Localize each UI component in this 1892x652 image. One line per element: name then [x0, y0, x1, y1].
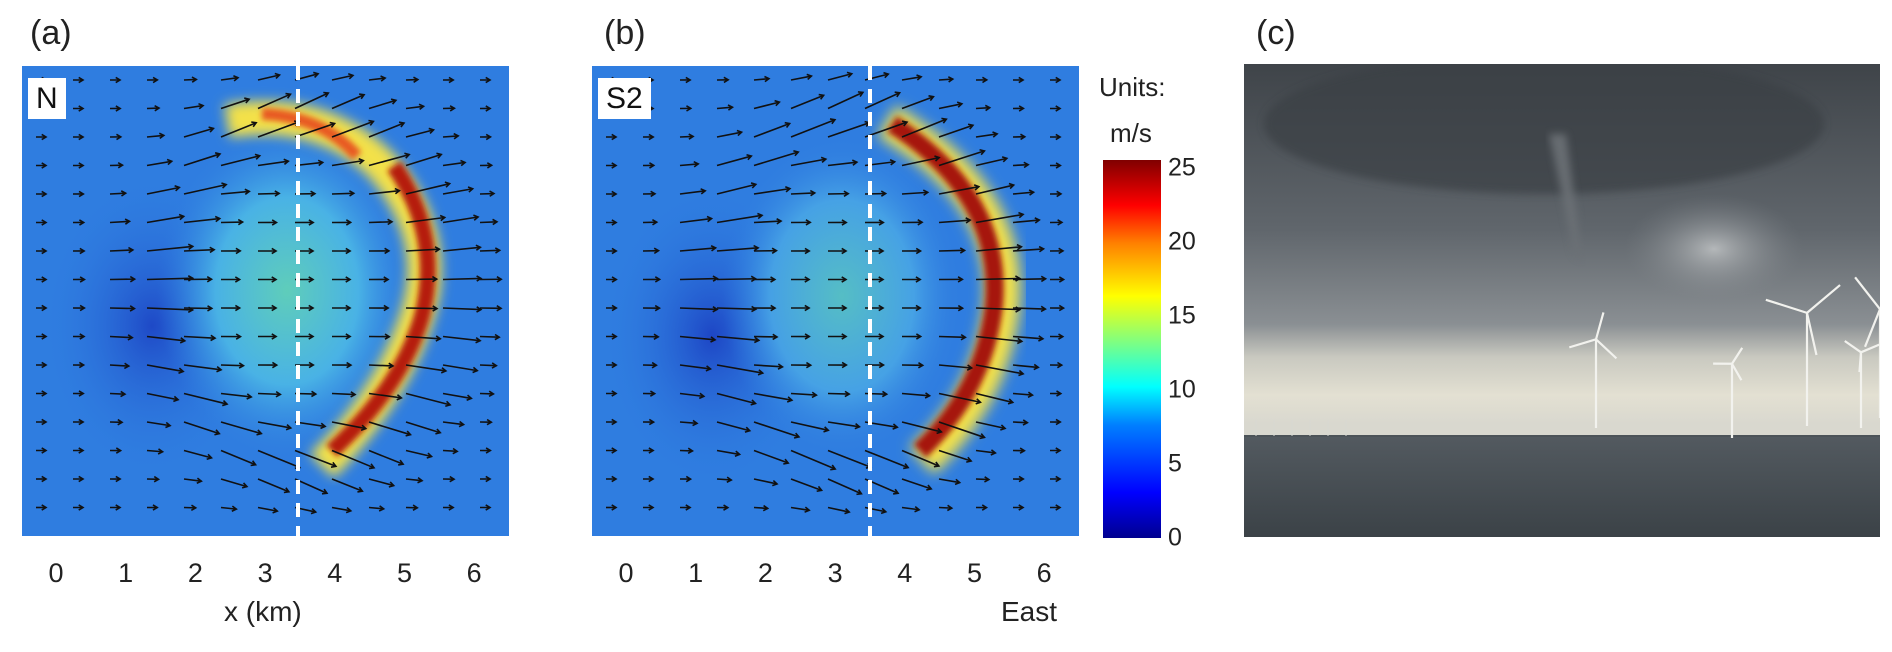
cloud-highlight — [1624, 194, 1804, 304]
colorbar-gradient — [1103, 160, 1161, 538]
panel-b-wake-region — [722, 136, 962, 456]
colorbar-tick-15: 15 — [1168, 301, 1196, 330]
panel-a-wake-region — [157, 121, 417, 461]
storm-cloud — [1264, 64, 1824, 194]
panel-b-wind-vectors — [605, 71, 1066, 515]
panel-b-x-tick-6: 6 — [1036, 558, 1052, 588]
panel-letter-c: (c) — [1256, 14, 1296, 52]
distant-wind-turbines — [1255, 420, 1347, 436]
panel-a-x-axis-label: x (km) — [224, 596, 302, 627]
colorbar-tick-5: 5 — [1168, 449, 1182, 478]
panel-a-inset-label: N — [28, 78, 66, 119]
panel-b-inset-label: S2 — [598, 78, 651, 119]
waterspout-funnel — [1549, 134, 1582, 260]
colorbar-title-line2: m/s — [1110, 118, 1152, 148]
panel-a-x-tick-2: 2 — [187, 558, 203, 588]
panel-b-x-axis-label: East — [1001, 596, 1058, 627]
panel-a-gust-front-core — [261, 108, 436, 457]
panel-a-x-tick-0: 0 — [48, 558, 64, 588]
panel-b-x-tick-1: 1 — [688, 558, 704, 588]
panel-b-x-tick-0: 0 — [618, 558, 634, 588]
colorbar-tick-25: 25 — [1168, 153, 1196, 182]
panel-b-x-tick-4: 4 — [897, 558, 913, 588]
colorbar-tick-0: 0 — [1168, 523, 1182, 552]
panel-a-x-tick-5: 5 — [396, 558, 413, 588]
panel-b-field — [592, 66, 1079, 536]
panel-a-x-tick-6: 6 — [466, 558, 482, 588]
panel-a-heatmap: N — [22, 66, 509, 536]
panel-a-x-tick-1: 1 — [118, 558, 134, 588]
panel-b-heatmap: S2 — [592, 66, 1079, 536]
panel-letter-b: (b) — [604, 14, 646, 52]
panel-letter-a: (a) — [30, 14, 72, 52]
waterspout-photo-illustration — [1244, 64, 1880, 537]
colorbar-tick-20: 20 — [1168, 227, 1196, 256]
waterspout-photo — [1244, 64, 1880, 537]
panel-a-wind-vectors — [35, 71, 503, 515]
panel-a-field — [22, 66, 509, 536]
panel-a-x-tick-4: 4 — [327, 558, 343, 588]
panel-b-x-tick-3: 3 — [827, 558, 843, 588]
panel-b-x-tick-2: 2 — [757, 558, 773, 588]
panel-a-x-tick-3: 3 — [257, 558, 273, 588]
panel-b-gust-front-core — [887, 116, 1004, 458]
colorbar-tick-10: 10 — [1168, 375, 1196, 404]
wind-turbines — [1568, 276, 1880, 438]
colorbar-title-line1: Units: — [1099, 72, 1166, 102]
sea — [1244, 436, 1880, 537]
panel-b-x-tick-5: 5 — [966, 558, 983, 588]
